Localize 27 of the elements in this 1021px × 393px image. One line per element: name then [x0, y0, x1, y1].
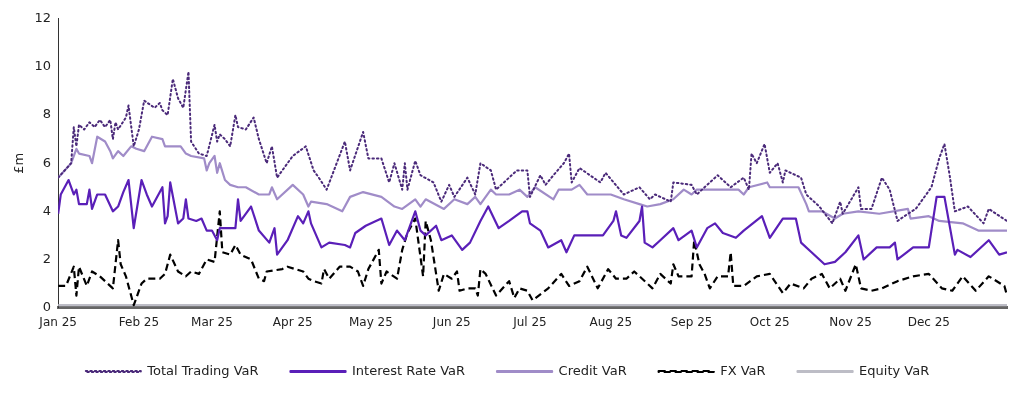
- x-tick-label: Jan 25: [38, 314, 77, 329]
- y-tick-label: 12: [34, 10, 52, 26]
- legend-label: FX VaR: [720, 362, 766, 378]
- x-tick-label: Dec 25: [907, 314, 950, 329]
- x-tick-label: Sep 25: [670, 314, 713, 329]
- x-tick-label: Jun 25: [431, 314, 471, 329]
- y-tick-label: 10: [34, 58, 52, 74]
- y-tick-label: 2: [42, 250, 52, 266]
- legend-label: Total Trading VaR: [146, 362, 259, 378]
- y-tick-label: 4: [42, 202, 52, 218]
- x-tick-label: Oct 25: [749, 314, 790, 329]
- y-tick-label: 8: [42, 106, 52, 122]
- legend-label: Credit VaR: [558, 362, 627, 378]
- legend-label: Interest Rate VaR: [352, 362, 466, 378]
- x-tick-label: Feb 25: [118, 314, 160, 329]
- legend-label: Equity VaR: [859, 362, 930, 378]
- x-tick-label: Jul 25: [512, 314, 547, 329]
- line-series: [58, 70, 1007, 225]
- x-tick-label: Apr 25: [272, 314, 313, 329]
- y-axis-title: £m: [11, 152, 27, 174]
- x-tick-label: Nov 25: [829, 314, 872, 329]
- x-tick-label: Aug 25: [589, 314, 633, 329]
- y-tick-label: 0: [42, 298, 52, 314]
- y-tick-label: 6: [42, 154, 52, 170]
- x-tick-label: May 25: [349, 314, 393, 329]
- line-series: [58, 210, 1007, 307]
- x-tick-label: Mar 25: [191, 314, 233, 329]
